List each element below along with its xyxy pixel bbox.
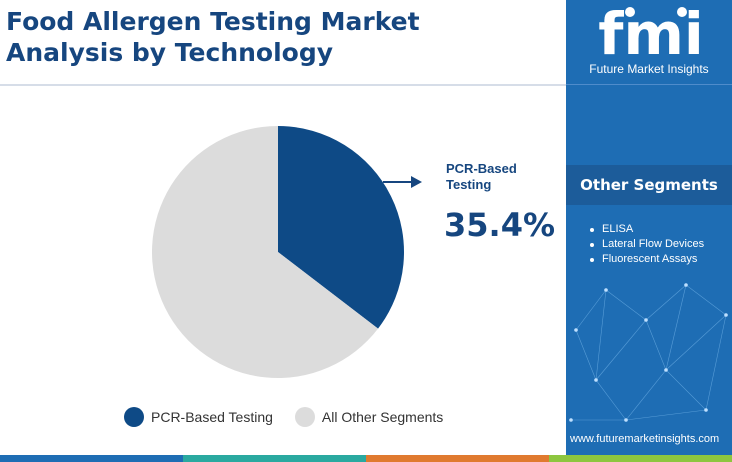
segment-item: Fluorescent Assays xyxy=(588,252,704,267)
legend-item: All Other Segments xyxy=(294,407,444,427)
logo-dot-icon xyxy=(677,7,687,17)
page-title-line1: Food Allergen Testing Market xyxy=(6,7,420,36)
page-title: Food Allergen Testing Market Analysis by… xyxy=(6,6,566,68)
brand-name: Future Market Insights xyxy=(589,62,709,76)
chart-legend: PCR-Based Testing All Other Segments xyxy=(124,407,465,427)
sidebar: fmi Future Market Insights Other Segment… xyxy=(566,0,732,455)
legend-swatch xyxy=(294,407,315,427)
page-title-line2: Analysis by Technology xyxy=(6,38,334,67)
other-segments-list: ELISA Lateral Flow Devices Fluorescent A… xyxy=(588,222,704,267)
logo-dot-icon xyxy=(625,7,635,17)
network-decoration xyxy=(569,283,728,422)
legend-label: PCR-Based Testing xyxy=(151,409,273,425)
legend-item: PCR-Based Testing xyxy=(124,407,273,427)
callout-label-line1: PCR-Based xyxy=(446,161,517,176)
bottom-bar-segment xyxy=(549,455,732,462)
fmi-logo: fmi xyxy=(598,2,704,60)
bottom-bar-segment xyxy=(183,455,366,462)
callout-label: PCR-Based Testing xyxy=(446,161,556,193)
other-segments-title: Other Segments xyxy=(580,176,718,194)
legend-swatch xyxy=(124,407,144,427)
pie-slice-pcr-based-testing xyxy=(278,126,404,329)
pie-chart xyxy=(151,126,422,378)
segment-item: Lateral Flow Devices xyxy=(588,237,704,252)
segment-item: ELISA xyxy=(588,222,704,237)
bottom-bar-segment xyxy=(366,455,549,462)
legend-label: All Other Segments xyxy=(321,409,444,425)
bottom-color-bar xyxy=(0,455,732,462)
logo-text: fmi xyxy=(598,2,704,60)
website-link[interactable]: www.futuremarketinsights.com xyxy=(570,433,720,445)
sidebar-divider xyxy=(566,84,732,85)
other-segments-header: Other Segments xyxy=(566,165,732,205)
bottom-bar-segment xyxy=(0,455,183,462)
pie-slice-all-other-segments xyxy=(151,126,379,378)
callout-label-line2: Testing xyxy=(446,177,492,192)
title-divider xyxy=(0,84,566,86)
callout-value: 35.4% xyxy=(444,206,556,244)
callout-arrow-head xyxy=(411,176,422,188)
